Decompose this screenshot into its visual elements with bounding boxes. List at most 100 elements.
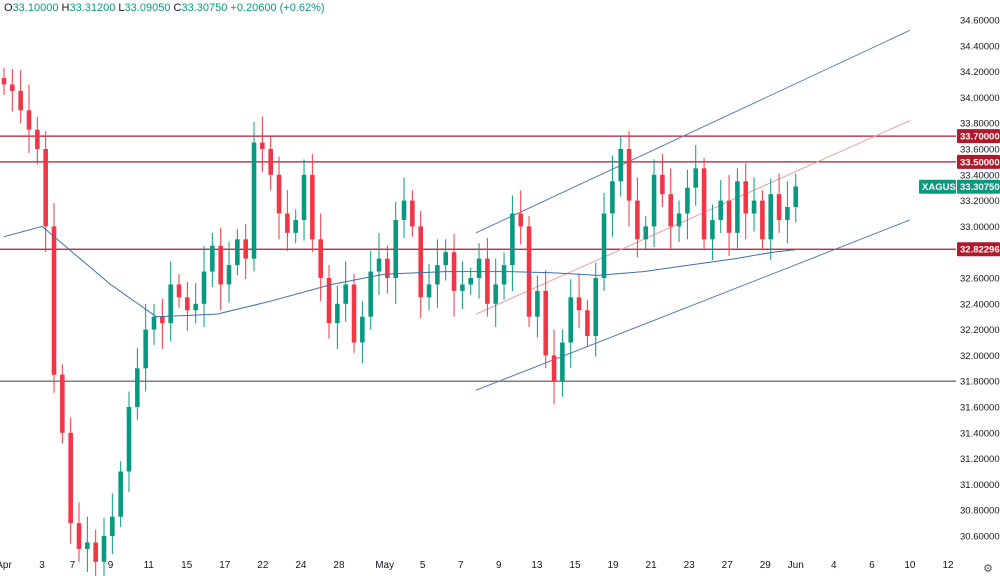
date-tick-label: Apr (0, 560, 12, 571)
symbol-tag-bg (919, 179, 956, 194)
candle-body (576, 297, 582, 311)
candle-body (85, 542, 90, 549)
candle-body (185, 297, 190, 311)
date-tick-label: 28 (333, 560, 345, 571)
candle-body (676, 213, 682, 227)
channel-upper (475, 29, 911, 234)
candle-body (360, 316, 365, 343)
candle-body (176, 284, 182, 298)
candle-body (435, 265, 440, 285)
date-tick-label: 17 (219, 560, 231, 571)
price-tick-label: 31.00000 (960, 480, 1000, 491)
candle-body (585, 310, 590, 337)
candle-body (685, 187, 690, 214)
price-tick-label: 32.20000 (960, 325, 1000, 336)
date-tick-label: 22 (257, 560, 269, 571)
price-tick-label: 31.80000 (960, 377, 1000, 388)
candle-body (460, 284, 465, 291)
price-tick-label: 34.20000 (960, 67, 1000, 78)
date-tick-label: 24 (295, 560, 307, 571)
date-tick-label: 10 (904, 560, 916, 571)
candle-body (368, 271, 373, 317)
price-tick-label: 31.40000 (960, 428, 1000, 439)
date-tick-label: 27 (722, 560, 734, 571)
high-value: 33.31200 (69, 2, 116, 14)
candle-body (410, 200, 415, 227)
candle-body (735, 181, 740, 233)
date-tick-label: 11 (143, 560, 154, 571)
candle-body (10, 84, 15, 91)
date-tick-label: 9 (496, 560, 502, 571)
level-badge-resistance-33.7-bg (957, 129, 1000, 144)
gear-icon[interactable]: ⚙ (983, 563, 993, 575)
candle-body (343, 284, 348, 304)
date-tick-label: 5 (420, 560, 426, 571)
candle-body (326, 278, 332, 324)
ohlc-header: O33.10000 H33.31200 L33.09050 C33.30750 … (4, 2, 325, 14)
candle-body (635, 200, 640, 240)
date-tick-label: 21 (646, 560, 658, 571)
candle-body (260, 142, 265, 149)
candle-body (785, 207, 790, 220)
candle-body (76, 523, 82, 549)
candle-body (35, 129, 40, 149)
candle-body (518, 213, 524, 227)
candle-body (593, 278, 599, 337)
candle-body (43, 149, 48, 227)
level-badge-resistance-33.5-text: 33.50000 (960, 157, 1000, 168)
candle-body (18, 90, 23, 111)
price-tick-label: 34.40000 (960, 41, 1000, 52)
candle-body (301, 174, 307, 220)
candle-body (235, 239, 240, 266)
open-label: O (4, 2, 13, 14)
candle-body (560, 342, 565, 382)
candle-body (718, 200, 724, 220)
date-tick-label: 15 (569, 560, 581, 571)
date-tick-label: 9 (108, 560, 114, 571)
candle-body (26, 110, 32, 130)
candle-body (626, 149, 632, 201)
candle-body (210, 245, 215, 272)
price-tick-label: 34.00000 (960, 93, 1000, 104)
time-axis[interactable]: Apr 3 7 9 11 15 17 22 24 28 May 5 7 9 13 15 19 21 23 27 29 Ju… (0, 560, 954, 571)
candle-body (701, 168, 707, 240)
candle-body (443, 252, 449, 266)
date-tick-label: 12 (942, 560, 954, 571)
price-tick-label: 31.60000 (960, 403, 1000, 414)
candle-body (160, 316, 165, 324)
candle-body (610, 181, 615, 214)
candle-body (293, 219, 298, 233)
candle-body (651, 174, 657, 227)
candle-body (660, 174, 665, 195)
candle-body (60, 374, 65, 433)
close-label: C (173, 2, 182, 14)
candle-body (268, 149, 273, 175)
price-tick-label: 32.00000 (960, 351, 1000, 362)
date-tick-label: 19 (607, 560, 619, 571)
candle-body (168, 284, 173, 324)
low-value: 33.09050 (124, 2, 171, 14)
horizontal-levels-layer (0, 135, 956, 382)
date-tick-label: 23 (684, 560, 696, 571)
channel-lower (475, 219, 911, 391)
last-price-badge-bg (957, 179, 1000, 194)
candle-body (526, 226, 532, 317)
price-tick-label: 32.60000 (960, 274, 1000, 285)
candle-body (601, 213, 607, 278)
date-tick-label: 4 (831, 560, 837, 571)
candle-body (201, 271, 207, 304)
candle-body (393, 219, 398, 278)
price-tick-label: 33.20000 (960, 196, 1000, 207)
candle-body (726, 200, 732, 233)
price-axis[interactable]: 34.60000 34.40000 34.20000 34.00000 33.80000… (960, 16, 1000, 543)
level-badge-resistance-33.7-text: 33.70000 (960, 132, 1000, 143)
candle-body (793, 186, 799, 208)
candle-body (476, 258, 482, 278)
candle-body (93, 542, 98, 562)
candle-body (118, 471, 123, 517)
open-value: 33.10000 (12, 2, 59, 14)
price-tick-label: 33.40000 (960, 170, 1000, 181)
candle-body (285, 213, 290, 233)
price-tick-label: 32.40000 (960, 299, 1000, 310)
